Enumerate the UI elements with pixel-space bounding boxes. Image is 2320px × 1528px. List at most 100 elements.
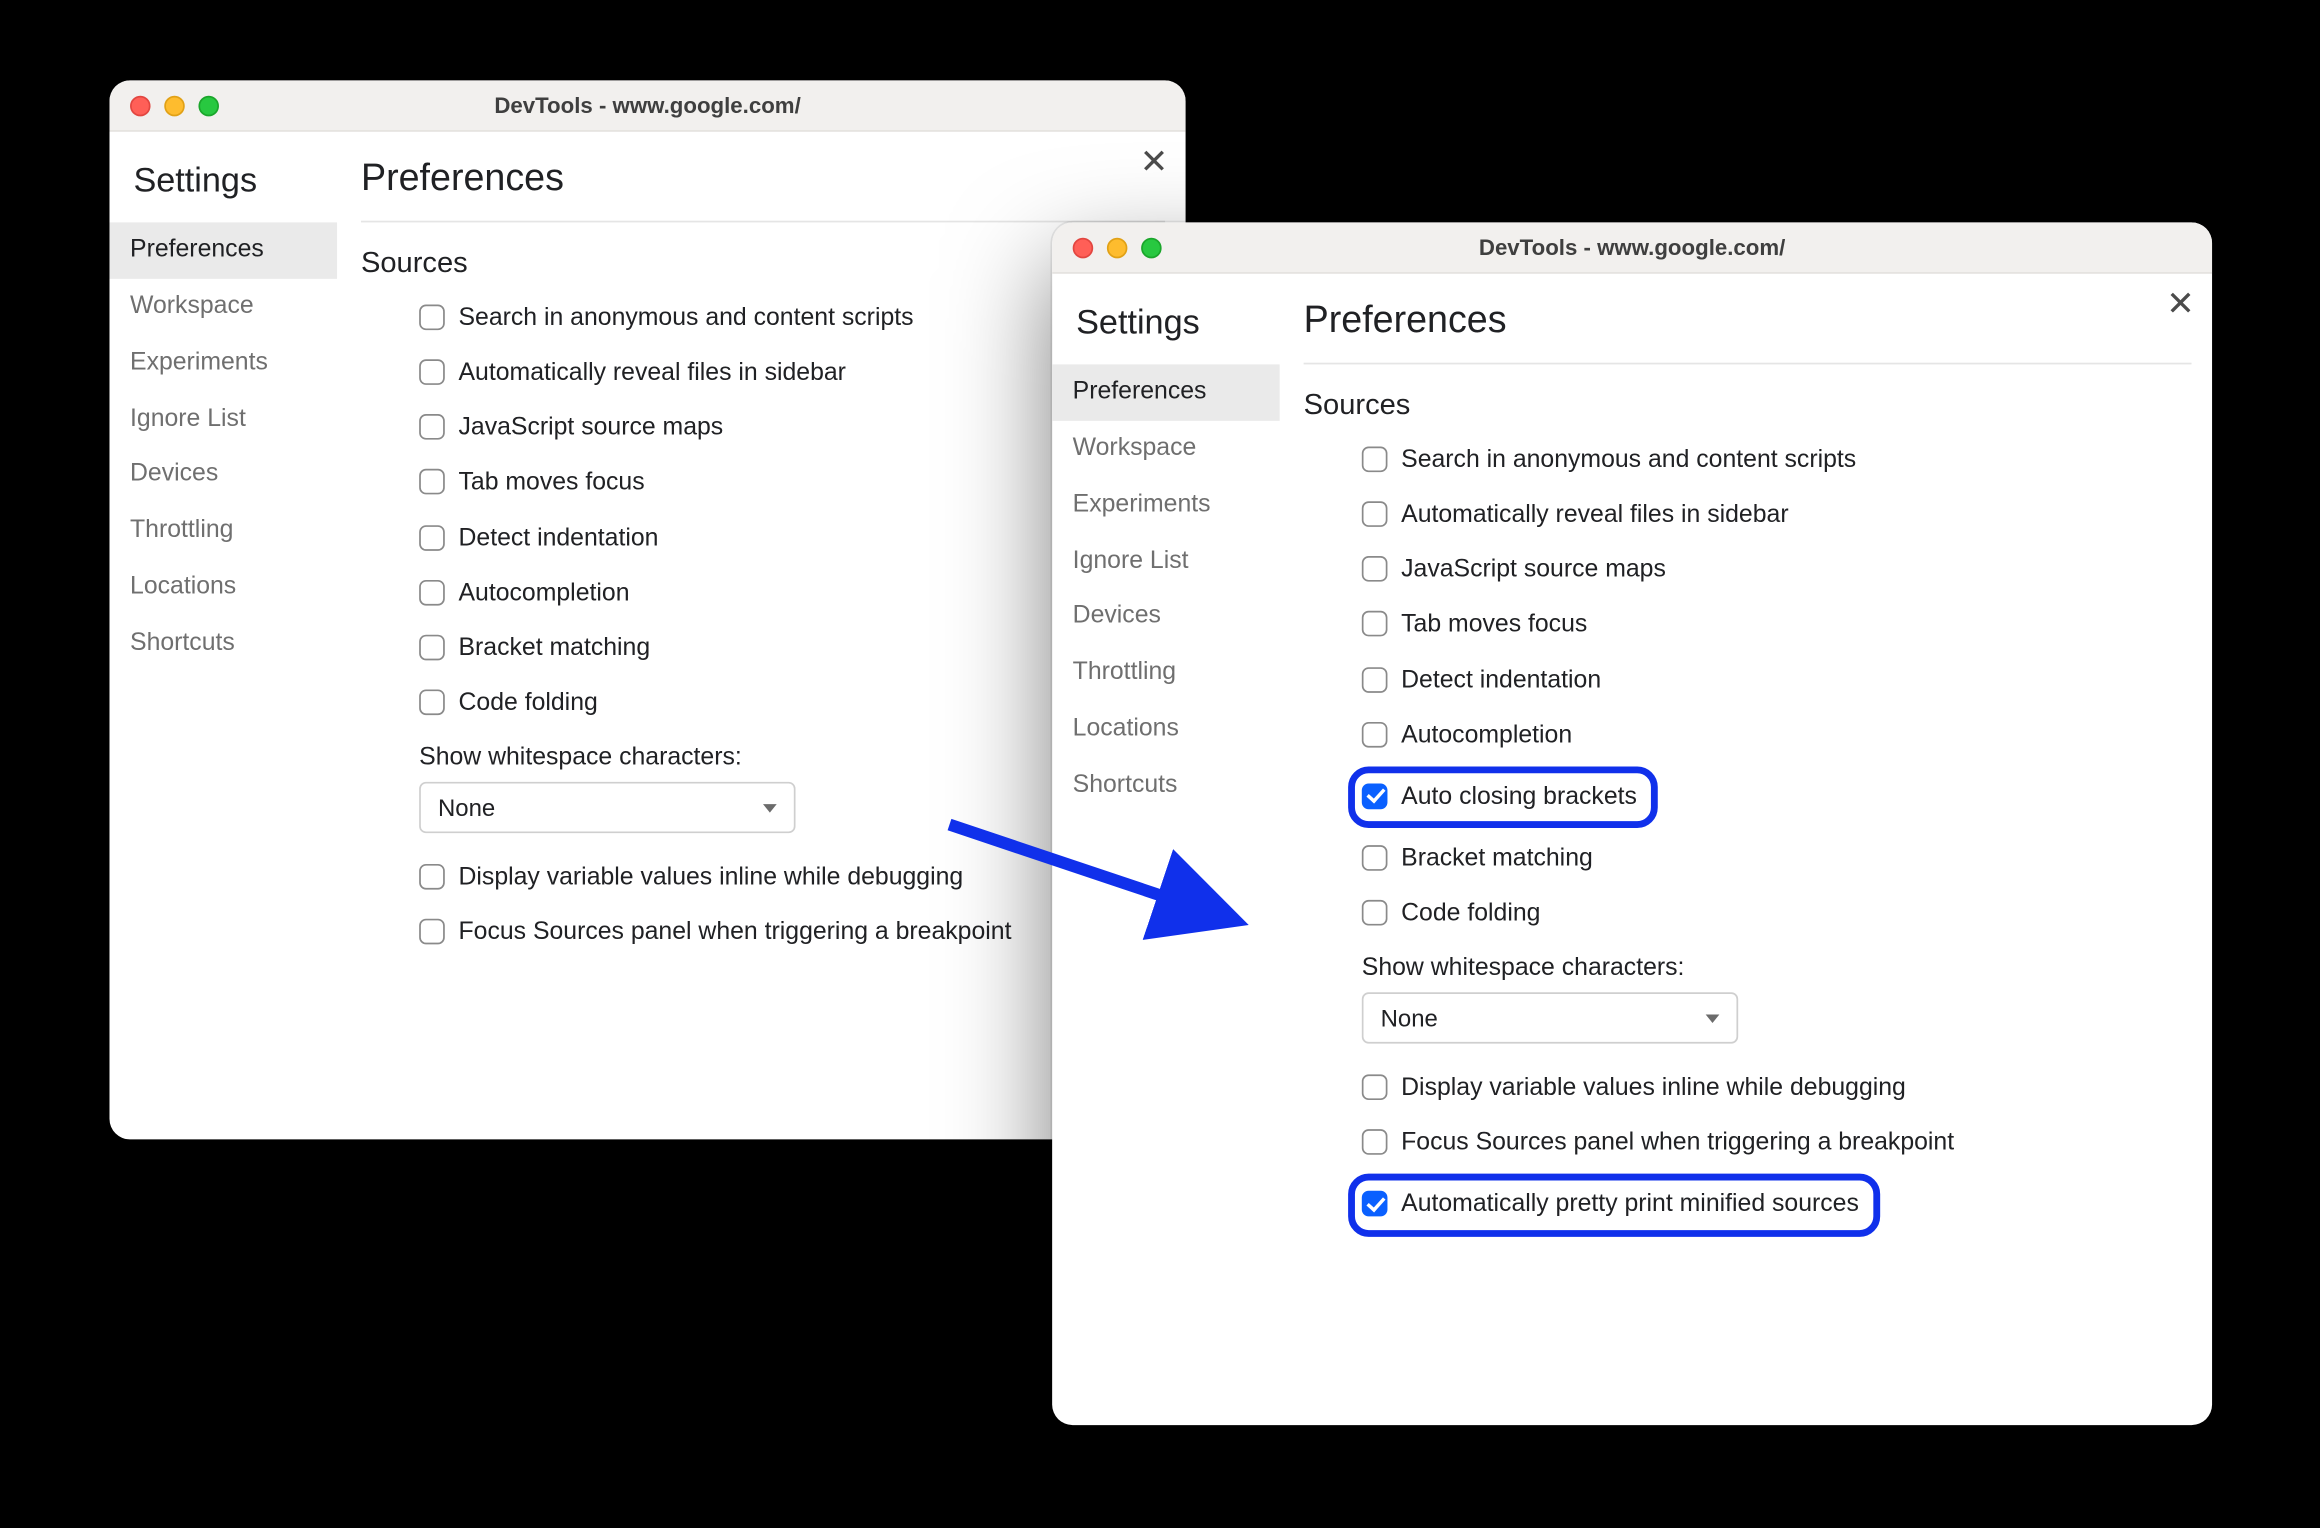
checkbox[interactable] (419, 469, 445, 495)
option-label: Autocompletion (458, 578, 629, 609)
window-close-button[interactable] (1073, 237, 1094, 258)
checkbox[interactable] (1362, 845, 1388, 871)
sidebar-item-workspace[interactable]: Workspace (1052, 421, 1280, 477)
sidebar-item-experiments[interactable]: Experiments (1052, 477, 1280, 533)
option-label: Automatically pretty print minified sour… (1401, 1190, 1859, 1221)
settings-heading: Settings (109, 145, 337, 222)
select-value: None (438, 794, 495, 821)
close-icon[interactable]: ✕ (2166, 287, 2195, 321)
checkbox[interactable] (419, 359, 445, 385)
checkbox[interactable] (419, 524, 445, 550)
checkbox[interactable] (1362, 611, 1388, 637)
sidebar-item-ignore-list[interactable]: Ignore List (1052, 533, 1280, 589)
option-row[interactable]: Code folding (419, 676, 1158, 731)
option-row[interactable]: Detect indentation (1362, 653, 2185, 708)
option-row[interactable]: Focus Sources panel when triggering a br… (1362, 1116, 2185, 1171)
option-label: JavaScript source maps (1401, 555, 1666, 586)
checkbox[interactable] (1362, 1075, 1388, 1101)
option-label: Detect indentation (458, 523, 658, 554)
checkbox[interactable] (1362, 501, 1388, 527)
window-zoom-button[interactable] (1141, 237, 1162, 258)
sidebar-item-devices[interactable]: Devices (109, 447, 337, 503)
option-label: Automatically reveal files in sidebar (1401, 500, 1788, 531)
option-row[interactable]: Automatically reveal files in sidebar (1362, 488, 2185, 543)
titlebar[interactable]: DevTools - www.google.com/ (1052, 222, 2212, 273)
checkbox[interactable] (1362, 783, 1388, 809)
window-close-button[interactable] (130, 95, 151, 116)
option-row[interactable]: Bracket matching (1362, 831, 2185, 886)
sidebar-item-throttling[interactable]: Throttling (1052, 645, 1280, 701)
sidebar-item-locations[interactable]: Locations (109, 560, 337, 616)
option-row[interactable]: Automatically pretty print minified sour… (1362, 1186, 1859, 1224)
checkbox[interactable] (419, 864, 445, 890)
titlebar[interactable]: DevTools - www.google.com/ (109, 80, 1185, 131)
settings-heading: Settings (1052, 287, 1280, 364)
whitespace-select[interactable]: None (419, 782, 795, 833)
option-row[interactable]: Tab moves focus (1362, 598, 2185, 653)
sidebar-item-ignore-list[interactable]: Ignore List (109, 391, 337, 447)
sources-section-heading: Sources (1304, 364, 2192, 432)
close-icon[interactable]: ✕ (1140, 145, 1169, 179)
checkbox[interactable] (419, 634, 445, 660)
option-row[interactable]: Bracket matching (419, 621, 1158, 676)
sidebar-item-throttling[interactable]: Throttling (109, 503, 337, 559)
option-label: JavaScript source maps (458, 413, 723, 444)
option-row[interactable]: Code folding (1362, 886, 2185, 941)
select-value: None (1381, 1004, 1438, 1031)
window-zoom-button[interactable] (198, 95, 219, 116)
sidebar-item-preferences[interactable]: Preferences (109, 222, 337, 278)
option-label: Code folding (458, 688, 597, 719)
option-label: Tab moves focus (1401, 610, 1587, 641)
option-row[interactable]: Automatically reveal files in sidebar (419, 346, 1158, 401)
checkbox[interactable] (1362, 666, 1388, 692)
option-label: Code folding (1401, 898, 1540, 929)
option-label: Autocompletion (1401, 720, 1572, 751)
option-label: Detect indentation (1401, 665, 1601, 696)
checkbox[interactable] (419, 689, 445, 715)
checkbox[interactable] (1362, 1130, 1388, 1156)
option-row[interactable]: JavaScript source maps (1362, 543, 2185, 598)
option-label: Focus Sources panel when triggering a br… (458, 917, 1011, 948)
checkbox[interactable] (1362, 900, 1388, 926)
sidebar-item-preferences[interactable]: Preferences (1052, 364, 1280, 420)
whitespace-select[interactable]: None (1362, 992, 1738, 1043)
window-minimize-button[interactable] (164, 95, 185, 116)
checkbox[interactable] (419, 579, 445, 605)
option-label: Search in anonymous and content scripts (458, 303, 913, 334)
option-row[interactable]: Detect indentation (419, 511, 1158, 566)
option-row[interactable]: Focus Sources panel when triggering a br… (419, 905, 1158, 960)
preferences-heading: Preferences (361, 145, 1165, 222)
sidebar-item-locations[interactable]: Locations (1052, 702, 1280, 758)
option-row[interactable]: Autocompletion (1362, 708, 2185, 763)
sidebar-item-devices[interactable]: Devices (1052, 589, 1280, 645)
checkbox[interactable] (1362, 721, 1388, 747)
checkbox[interactable] (419, 305, 445, 331)
preferences-panel: Preferences Sources Search in anonymous … (1280, 274, 2212, 1425)
option-row[interactable]: Search in anonymous and content scripts (419, 291, 1158, 346)
sidebar-item-shortcuts[interactable]: Shortcuts (109, 616, 337, 672)
option-row[interactable]: Search in anonymous and content scripts (1362, 433, 2185, 488)
option-row[interactable]: Tab moves focus (419, 456, 1158, 511)
highlight-ring: Automatically pretty print minified sour… (1348, 1174, 1879, 1236)
sidebar-item-workspace[interactable]: Workspace (109, 279, 337, 335)
sources-section-heading: Sources (361, 222, 1165, 290)
option-label: Focus Sources panel when triggering a br… (1401, 1128, 1954, 1159)
option-row[interactable]: Auto closing brackets (1362, 778, 1637, 816)
option-row[interactable]: Display variable values inline while deb… (1362, 1061, 2185, 1116)
option-row[interactable]: Display variable values inline while deb… (419, 850, 1158, 905)
checkbox[interactable] (419, 919, 445, 945)
highlight-ring: Auto closing brackets (1348, 766, 1657, 828)
window-title: DevTools - www.google.com/ (109, 92, 1185, 118)
window-minimize-button[interactable] (1107, 237, 1128, 258)
settings-sidebar: Settings PreferencesWorkspaceExperiments… (1052, 274, 1280, 1425)
sidebar-item-experiments[interactable]: Experiments (109, 335, 337, 391)
checkbox[interactable] (419, 414, 445, 440)
option-label: Tab moves focus (458, 468, 644, 499)
checkbox[interactable] (1362, 447, 1388, 473)
option-row[interactable]: JavaScript source maps (419, 401, 1158, 456)
checkbox[interactable] (1362, 1191, 1388, 1217)
whitespace-label: Show whitespace characters: (1362, 941, 2185, 992)
sidebar-item-shortcuts[interactable]: Shortcuts (1052, 758, 1280, 814)
checkbox[interactable] (1362, 556, 1388, 582)
option-row[interactable]: Autocompletion (419, 566, 1158, 621)
